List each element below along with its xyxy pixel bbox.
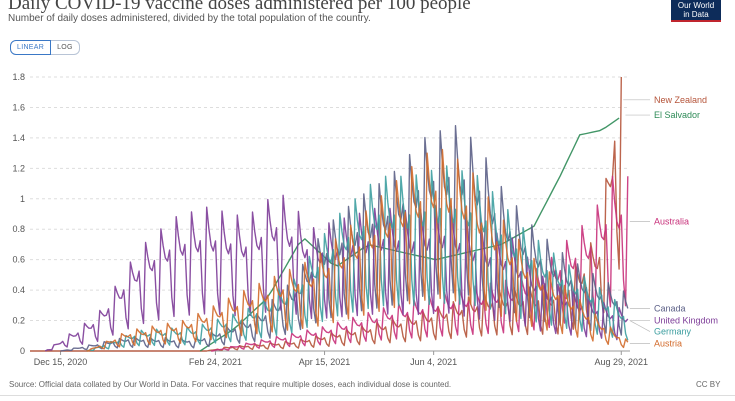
series-label: Australia bbox=[654, 217, 689, 227]
x-tick-label: Dec 15, 2020 bbox=[34, 357, 88, 367]
series-line-el-salvador bbox=[199, 117, 620, 352]
series-label: Austria bbox=[654, 338, 682, 348]
y-tick-label: 1 bbox=[20, 194, 25, 204]
series-label: El Salvador bbox=[654, 110, 700, 120]
logo-line-1: Our World bbox=[677, 1, 715, 10]
series-label-connector bbox=[629, 320, 651, 332]
series-line-austria bbox=[86, 148, 629, 352]
x-tick-label: Aug 29, 2021 bbox=[594, 357, 648, 367]
y-tick-label: 1.8 bbox=[12, 72, 25, 82]
log-scale-button[interactable]: LOG bbox=[51, 40, 80, 55]
chart-title: Daily COVID-19 vaccine doses administere… bbox=[8, 0, 471, 14]
y-tick-label: 0.6 bbox=[12, 255, 25, 265]
y-tick-label: 1.6 bbox=[12, 102, 25, 112]
series-label: United Kingdom bbox=[654, 316, 718, 326]
y-tick-label: 0.2 bbox=[12, 316, 25, 326]
y-tick-label: 0.8 bbox=[12, 224, 25, 234]
series-label: Canada bbox=[654, 303, 686, 313]
license-link[interactable]: CC BY bbox=[696, 380, 721, 389]
timeline-bar bbox=[0, 395, 735, 401]
y-tick-label: 0.4 bbox=[12, 285, 25, 295]
x-tick-label: Apr 15, 2021 bbox=[299, 357, 351, 367]
scale-toggle: LINEAR LOG bbox=[10, 40, 80, 55]
x-tick-label: Feb 24, 2021 bbox=[189, 357, 242, 367]
source-note: Source: Official data collated by Our Wo… bbox=[9, 380, 452, 389]
y-tick-label: 1.4 bbox=[12, 133, 25, 143]
owid-logo[interactable]: Our World in Data bbox=[671, 0, 721, 22]
series-label: Germany bbox=[654, 327, 692, 337]
chart-subtitle: Number of daily doses administered, divi… bbox=[8, 13, 371, 24]
series-line-australia bbox=[211, 175, 629, 352]
y-tick-label: 1.2 bbox=[12, 163, 25, 173]
logo-line-2: in Data bbox=[683, 10, 709, 19]
series-line-united-kingdom bbox=[44, 194, 629, 352]
x-tick-label: Jun 4, 2021 bbox=[410, 357, 457, 367]
line-chart: 0 0.2 0.4 0.6 0.8 1 1.2 1.4 1.6 1.8 Dec 15, 2020 Fe… bbox=[12, 72, 718, 367]
linear-scale-button[interactable]: LINEAR bbox=[10, 40, 52, 55]
series-label: New Zealand bbox=[654, 95, 707, 105]
y-tick-label: 0 bbox=[20, 346, 25, 356]
